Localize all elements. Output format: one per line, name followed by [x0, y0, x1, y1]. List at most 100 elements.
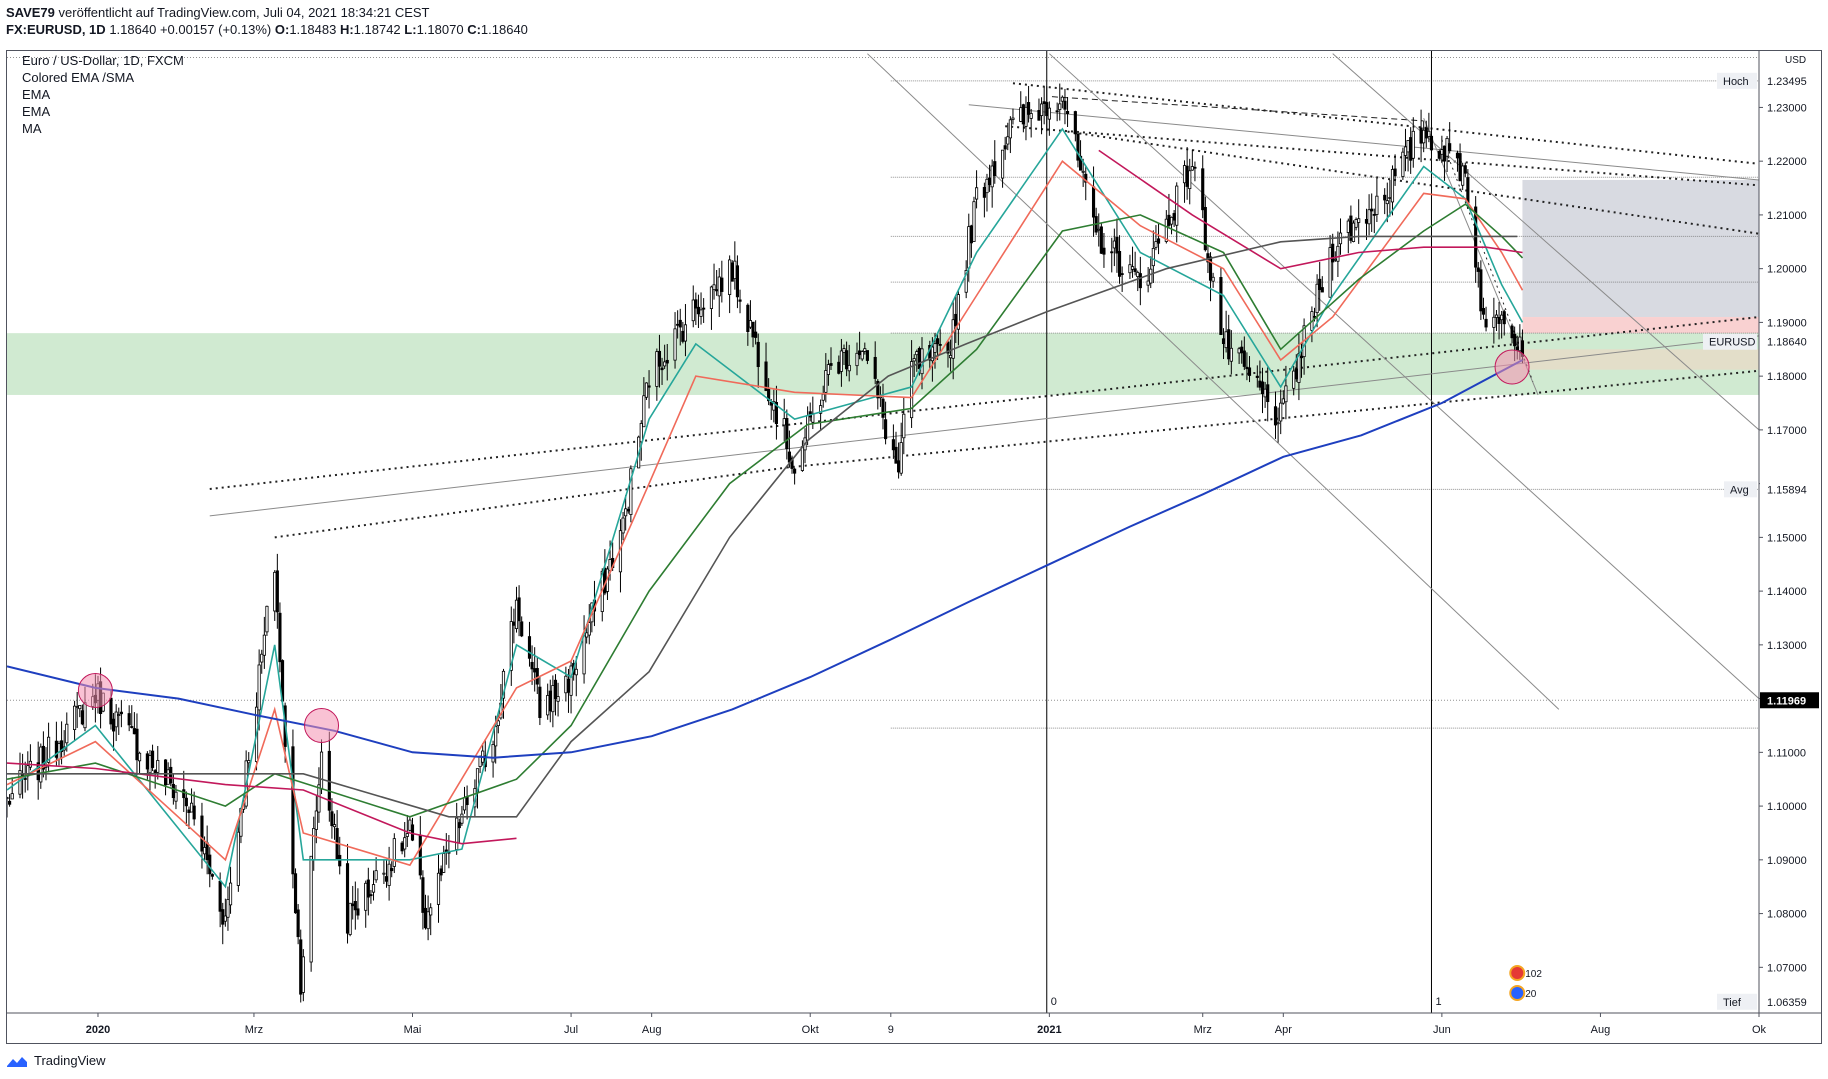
candle-body: [1091, 186, 1096, 218]
candles: [7, 83, 1525, 1003]
candle-body: [806, 415, 810, 441]
candle-body: [301, 956, 305, 993]
candle-body: [1266, 384, 1270, 403]
candle-body: [426, 911, 430, 930]
candle-body: [553, 679, 558, 699]
candle-body: [1188, 170, 1192, 190]
candle-body: [881, 398, 885, 418]
candle-body: [205, 842, 209, 861]
candle-body: [1458, 153, 1462, 182]
candle-body: [257, 664, 261, 711]
candle-body: [520, 621, 524, 637]
candle-body: [1190, 166, 1194, 171]
candle-body: [1492, 316, 1496, 328]
candle-body: [314, 810, 318, 830]
candle-body: [291, 746, 295, 875]
candle-body: [1037, 109, 1041, 121]
candle-body: [1026, 102, 1031, 115]
candle-body: [873, 356, 877, 379]
candle-body: [1419, 127, 1423, 144]
candle-body: [1393, 168, 1397, 177]
candle-body: [1227, 329, 1231, 360]
publisher-name[interactable]: SAVE79: [6, 5, 55, 20]
price-tick-label: 1.10000: [1767, 801, 1807, 813]
candle-body: [917, 347, 921, 370]
candle-body: [429, 907, 433, 916]
candle-body: [988, 177, 992, 186]
footer-brand[interactable]: TradingView: [34, 1053, 106, 1068]
candle-body: [10, 793, 14, 800]
price-badge-tag: [1717, 993, 1757, 1010]
candle-body: [135, 728, 139, 761]
moving-average-line: [7, 359, 1523, 759]
session-label: 1: [1435, 996, 1441, 1008]
candle-body: [1201, 168, 1205, 211]
legend-indicator[interactable]: Colored EMA /SMA: [22, 70, 134, 85]
candle-body: [1260, 381, 1265, 395]
candle-body: [1403, 146, 1408, 156]
candle-body: [842, 348, 846, 353]
candle-body: [1219, 277, 1223, 335]
candle-body: [1258, 380, 1262, 388]
candle-body: [338, 854, 342, 867]
ohlc-info: FX:EURUSD, 1D 1.18640 +0.00157 (+0.13%) …: [6, 22, 528, 38]
event-badge-label: 20: [1525, 989, 1537, 1000]
price-badge: [1760, 333, 1819, 350]
price-tick-label: 1.19000: [1767, 317, 1807, 329]
candle-body: [457, 822, 461, 829]
candle-body: [1331, 243, 1335, 263]
candle-body: [1515, 346, 1519, 350]
candle-body: [748, 320, 753, 328]
candle-body: [189, 802, 194, 813]
price-badge: [1760, 692, 1819, 709]
candle-body: [702, 307, 706, 310]
candle-body: [210, 874, 214, 877]
candle-body: [938, 344, 942, 346]
price-badge-value: 1.06359: [1767, 997, 1807, 1009]
legend-indicator[interactable]: EMA: [22, 87, 51, 102]
candle-body: [754, 331, 758, 338]
candle-body: [790, 457, 794, 469]
candle-body: [421, 877, 425, 913]
candle-body: [117, 714, 121, 716]
candle-body: [1193, 166, 1197, 169]
candle-body: [436, 872, 441, 905]
price-tick-label: 1.20000: [1767, 264, 1807, 276]
candle-body: [865, 350, 869, 361]
candle-body: [899, 442, 903, 474]
candle-body: [1292, 370, 1296, 389]
candle-body: [1346, 220, 1350, 233]
candle-body: [1042, 101, 1046, 105]
candle-body: [717, 276, 721, 297]
tradingview-logo-icon[interactable]: [6, 1054, 28, 1068]
candle-body: [624, 508, 628, 517]
symbol-label: FX:EURUSD, 1D: [6, 22, 106, 37]
candle-body: [226, 899, 230, 918]
candle-body: [275, 570, 279, 613]
candle-body: [1076, 133, 1080, 161]
candle-body: [972, 201, 976, 242]
candle-body: [1463, 165, 1467, 174]
chart-frame[interactable]: 0 1 1.07000 1.08000 1.09000 1.10000 1.11000 1.1…: [6, 50, 1822, 1044]
legend-indicator[interactable]: MA: [22, 121, 42, 136]
candle-body: [1255, 375, 1259, 378]
candle-body: [1203, 206, 1207, 251]
legend-indicator[interactable]: EMA: [22, 104, 51, 119]
candle-body: [647, 385, 651, 388]
candle-body: [501, 670, 506, 699]
candle-body: [202, 847, 207, 855]
time-tick-label: 2020: [86, 1024, 110, 1036]
candle-body: [1276, 422, 1280, 425]
candle-body: [408, 819, 412, 831]
candle-body: [1448, 143, 1452, 152]
candle-body: [730, 262, 734, 282]
price-badge-value: 1.11969: [1767, 695, 1806, 707]
candle-body: [1364, 219, 1369, 224]
price-chart[interactable]: 0 1 1.07000 1.08000 1.09000 1.10000 1.11000 1.1…: [7, 51, 1821, 1043]
candle-body: [171, 783, 175, 799]
candle-body: [847, 364, 851, 372]
candle-body: [1440, 149, 1444, 155]
candle-body: [1500, 314, 1504, 321]
candle-body: [1315, 283, 1319, 313]
candle-body: [1263, 388, 1267, 398]
